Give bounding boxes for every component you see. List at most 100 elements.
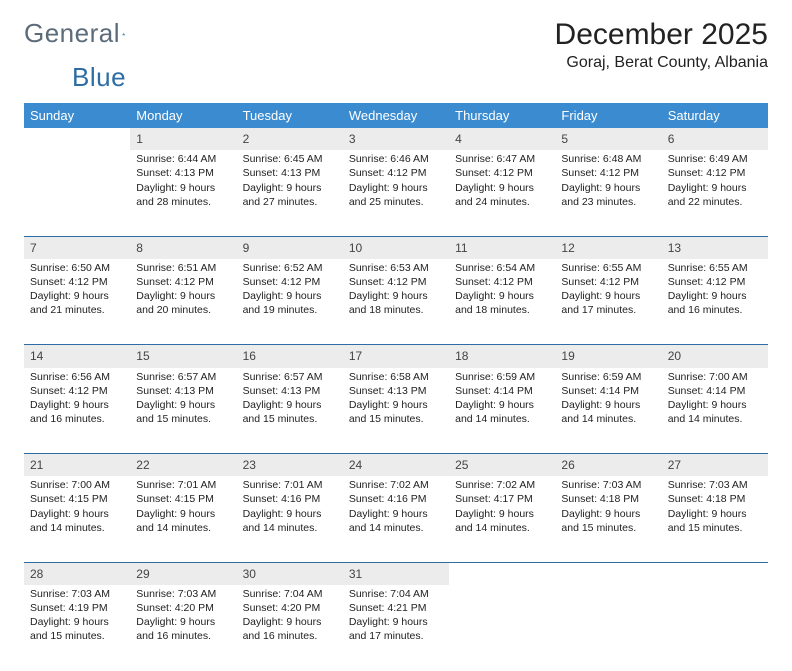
day-number — [24, 128, 130, 150]
sunrise-text: Sunrise: 6:54 AM — [455, 261, 549, 275]
location: Goraj, Berat County, Albania — [555, 54, 768, 72]
day1-text: Daylight: 9 hours — [561, 507, 655, 521]
day1-text: Daylight: 9 hours — [561, 398, 655, 412]
day-number: 21 — [24, 454, 130, 477]
day2-text: and 20 minutes. — [136, 303, 230, 317]
title-block: December 2025 Goraj, Berat County, Alban… — [555, 18, 768, 72]
day-number: 20 — [662, 345, 768, 368]
sunset-text: Sunset: 4:12 PM — [561, 275, 655, 289]
sunset-text: Sunset: 4:14 PM — [561, 384, 655, 398]
day2-text: and 16 minutes. — [243, 629, 337, 643]
sunset-text: Sunset: 4:12 PM — [455, 275, 549, 289]
day-cell: Sunrise: 6:59 AMSunset: 4:14 PMDaylight:… — [555, 368, 661, 454]
sunrise-text: Sunrise: 6:55 AM — [668, 261, 762, 275]
day-number: 18 — [449, 345, 555, 368]
day-number-row: 28293031 — [24, 562, 768, 585]
day2-text: and 17 minutes. — [349, 629, 443, 643]
day2-text: and 23 minutes. — [561, 195, 655, 209]
day-cell: Sunrise: 6:46 AMSunset: 4:12 PMDaylight:… — [343, 150, 449, 236]
week-row: Sunrise: 6:50 AMSunset: 4:12 PMDaylight:… — [24, 259, 768, 345]
day-number: 1 — [130, 128, 236, 150]
sunrise-text: Sunrise: 7:04 AM — [349, 587, 443, 601]
day2-text: and 22 minutes. — [668, 195, 762, 209]
weekday-sat: Saturday — [662, 103, 768, 128]
day1-text: Daylight: 9 hours — [668, 289, 762, 303]
sunrise-text: Sunrise: 6:59 AM — [561, 370, 655, 384]
day-cell: Sunrise: 7:03 AMSunset: 4:19 PMDaylight:… — [24, 585, 130, 671]
calendar-body: 123456Sunrise: 6:44 AMSunset: 4:13 PMDay… — [24, 128, 768, 671]
weekday-thu: Thursday — [449, 103, 555, 128]
day2-text: and 18 minutes. — [455, 303, 549, 317]
day-cell: Sunrise: 6:52 AMSunset: 4:12 PMDaylight:… — [237, 259, 343, 345]
day2-text: and 16 minutes. — [136, 629, 230, 643]
weekday-fri: Friday — [555, 103, 661, 128]
day1-text: Daylight: 9 hours — [136, 507, 230, 521]
day-number — [449, 562, 555, 585]
day1-text: Daylight: 9 hours — [136, 289, 230, 303]
day-number: 14 — [24, 345, 130, 368]
sunset-text: Sunset: 4:15 PM — [136, 492, 230, 506]
day1-text: Daylight: 9 hours — [136, 398, 230, 412]
day-cell: Sunrise: 6:48 AMSunset: 4:12 PMDaylight:… — [555, 150, 661, 236]
day2-text: and 15 minutes. — [30, 629, 124, 643]
sunrise-text: Sunrise: 6:49 AM — [668, 152, 762, 166]
day-cell: Sunrise: 6:57 AMSunset: 4:13 PMDaylight:… — [130, 368, 236, 454]
logo: General — [24, 18, 146, 49]
day1-text: Daylight: 9 hours — [136, 181, 230, 195]
day-number: 28 — [24, 562, 130, 585]
day-number: 3 — [343, 128, 449, 150]
sunrise-text: Sunrise: 6:46 AM — [349, 152, 443, 166]
day1-text: Daylight: 9 hours — [136, 615, 230, 629]
sunrise-text: Sunrise: 6:50 AM — [30, 261, 124, 275]
sunset-text: Sunset: 4:21 PM — [349, 601, 443, 615]
logo-sail-icon — [122, 25, 125, 43]
sunset-text: Sunset: 4:14 PM — [455, 384, 549, 398]
day-cell — [555, 585, 661, 671]
day-cell: Sunrise: 7:00 AMSunset: 4:15 PMDaylight:… — [24, 476, 130, 562]
day-cell: Sunrise: 7:01 AMSunset: 4:15 PMDaylight:… — [130, 476, 236, 562]
day-number: 7 — [24, 236, 130, 259]
week-row: Sunrise: 7:00 AMSunset: 4:15 PMDaylight:… — [24, 476, 768, 562]
week-row: Sunrise: 6:44 AMSunset: 4:13 PMDaylight:… — [24, 150, 768, 236]
sunrise-text: Sunrise: 7:02 AM — [349, 478, 443, 492]
sunrise-text: Sunrise: 6:56 AM — [30, 370, 124, 384]
day1-text: Daylight: 9 hours — [243, 398, 337, 412]
sunset-text: Sunset: 4:16 PM — [243, 492, 337, 506]
sunset-text: Sunset: 4:13 PM — [349, 384, 443, 398]
weekday-header: Sunday Monday Tuesday Wednesday Thursday… — [24, 103, 768, 128]
day2-text: and 15 minutes. — [136, 412, 230, 426]
sunrise-text: Sunrise: 7:02 AM — [455, 478, 549, 492]
day1-text: Daylight: 9 hours — [455, 398, 549, 412]
day-cell: Sunrise: 6:55 AMSunset: 4:12 PMDaylight:… — [555, 259, 661, 345]
day-number: 6 — [662, 128, 768, 150]
sunset-text: Sunset: 4:12 PM — [136, 275, 230, 289]
sunrise-text: Sunrise: 6:44 AM — [136, 152, 230, 166]
day1-text: Daylight: 9 hours — [30, 398, 124, 412]
day2-text: and 27 minutes. — [243, 195, 337, 209]
sunrise-text: Sunrise: 6:55 AM — [561, 261, 655, 275]
day1-text: Daylight: 9 hours — [349, 615, 443, 629]
sunset-text: Sunset: 4:12 PM — [349, 275, 443, 289]
day2-text: and 14 minutes. — [455, 521, 549, 535]
sunrise-text: Sunrise: 6:48 AM — [561, 152, 655, 166]
logo-word2: Blue — [72, 62, 126, 92]
sunrise-text: Sunrise: 7:01 AM — [136, 478, 230, 492]
day-number: 23 — [237, 454, 343, 477]
sunset-text: Sunset: 4:13 PM — [136, 384, 230, 398]
day-cell: Sunrise: 7:02 AMSunset: 4:16 PMDaylight:… — [343, 476, 449, 562]
day-cell: Sunrise: 7:01 AMSunset: 4:16 PMDaylight:… — [237, 476, 343, 562]
day-number: 25 — [449, 454, 555, 477]
day-cell: Sunrise: 6:53 AMSunset: 4:12 PMDaylight:… — [343, 259, 449, 345]
day-number-row: 21222324252627 — [24, 454, 768, 477]
day1-text: Daylight: 9 hours — [30, 507, 124, 521]
weekday-sun: Sunday — [24, 103, 130, 128]
day-cell: Sunrise: 7:03 AMSunset: 4:18 PMDaylight:… — [555, 476, 661, 562]
sunset-text: Sunset: 4:12 PM — [30, 384, 124, 398]
sunset-text: Sunset: 4:13 PM — [136, 166, 230, 180]
day-number: 31 — [343, 562, 449, 585]
day-number: 26 — [555, 454, 661, 477]
day1-text: Daylight: 9 hours — [243, 615, 337, 629]
day-number: 15 — [130, 345, 236, 368]
day-number-row: 123456 — [24, 128, 768, 150]
day2-text: and 25 minutes. — [349, 195, 443, 209]
